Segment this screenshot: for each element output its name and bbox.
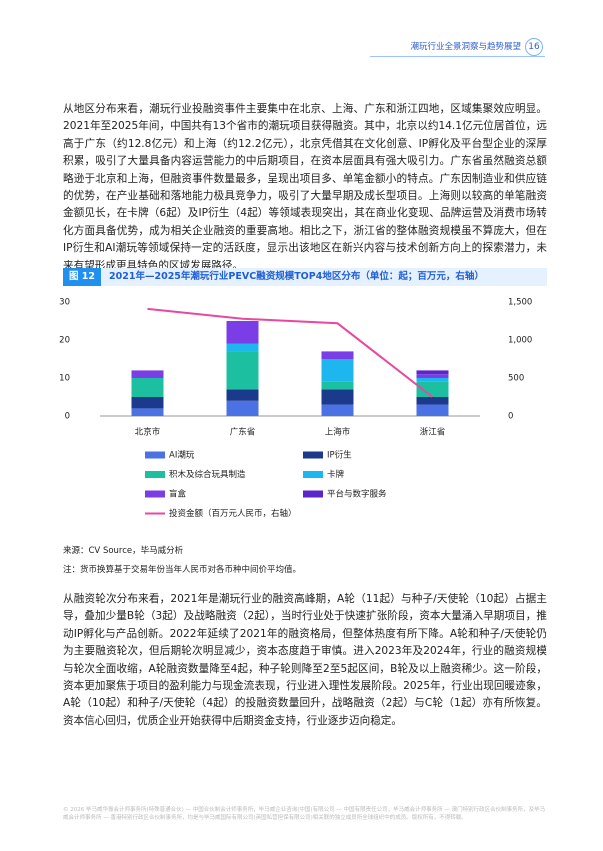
source: 来源：CV Source，毕马威分析 (63, 546, 184, 556)
legend-swatch (303, 451, 323, 459)
legend-swatch (145, 451, 165, 459)
bar-segment (321, 389, 354, 405)
footer: © 2026 毕马威华振会计师事务所(特殊普通合伙) — 中国合伙制会计师事务所… (63, 807, 546, 821)
chart-title: 2021年—2025年潮玩行业PEVC融资规模TOP4地区分布（单位：起；百万元… (109, 271, 484, 282)
bar-segment (226, 343, 259, 352)
bar-segment (416, 378, 449, 382)
bar-segment (131, 397, 164, 409)
line-series (147, 307, 434, 398)
bar-segment (416, 397, 449, 405)
bar-segment (131, 408, 164, 416)
y2-tick-label: 0 (508, 412, 513, 422)
chart: 0 10 20 30 0 500 1,000 1,500 北京市 广东省 上海市 浙江省 AI潮玩 IP衍… (59, 298, 532, 520)
paragraph: 从融资轮次分布来看，2021年是潮玩行业的融资高峰期，A轮（11起）与种子/天使… (63, 593, 547, 727)
bar-segment (321, 381, 354, 390)
bar-segment (321, 404, 354, 416)
bar-segment (416, 404, 449, 416)
legend-label: AI潮玩 (169, 450, 195, 461)
y-tick-label: 0 (65, 412, 70, 422)
x-tick-label: 浙江省 (420, 427, 446, 438)
figure-caption: 图 12 2021年—2025年潮玩行业PEVC融资规模TOP4地区分布（单位：起… (63, 268, 547, 286)
legend-label: IP衍生 (327, 450, 352, 461)
legend-swatch (145, 471, 165, 478)
bar-segment (226, 351, 259, 390)
y2-tick-label: 1,500 (508, 298, 532, 308)
legend-label: 投资金额（百万元人民币，右轴） (169, 508, 297, 519)
legend-swatch (303, 490, 323, 498)
bar-segment (131, 378, 164, 397)
note: 注：货币换算基于交易年份当年人民币对各币种中间价平均值。 (63, 565, 302, 575)
bar-segment (416, 370, 449, 375)
bar-segment (416, 381, 449, 397)
legend-label: 卡牌 (327, 469, 345, 480)
page-number: 16 (525, 38, 543, 56)
bar-segment (321, 351, 354, 359)
y-tick-label: 20 (59, 336, 70, 346)
legend-label: 积木及综合玩具制造 (169, 469, 246, 480)
y2-tick-label: 500 (508, 374, 524, 384)
legend-swatch (145, 490, 165, 498)
x-tick-label: 广东省 (230, 427, 256, 438)
bar-segment (226, 389, 259, 401)
bar-segment (226, 400, 259, 416)
legend-swatch (303, 471, 323, 478)
bar-segment (226, 321, 259, 344)
bar-segment (321, 359, 354, 382)
figure-label: 图 12 (63, 268, 102, 286)
paragraph: 从地区分布来看，潮玩行业投融资事件主要集中在北京、上海、广东和浙江四地，区域集聚… (63, 103, 547, 272)
bar-segment (416, 374, 449, 378)
header-title: 潮玩行业全景洞察与趋势展望 (410, 42, 521, 52)
x-tick-label: 北京市 (135, 427, 161, 438)
legend-label: 平台与数字服务 (327, 489, 387, 500)
x-tick-label: 上海市 (325, 427, 351, 438)
bar-segment (131, 370, 164, 378)
y-tick-label: 10 (59, 374, 70, 384)
legend-label: 盲盒 (169, 489, 187, 500)
y2-tick-label: 1,000 (508, 336, 532, 346)
y-tick-label: 30 (59, 298, 70, 308)
header-rule (370, 56, 545, 57)
